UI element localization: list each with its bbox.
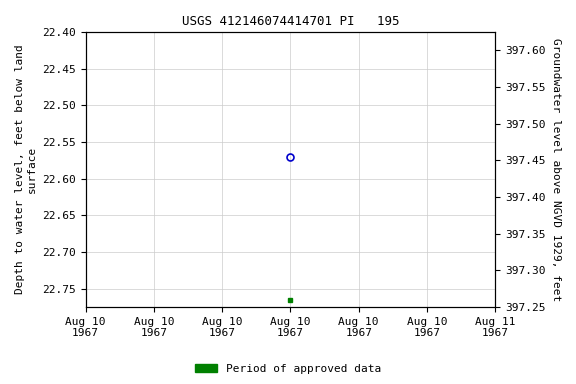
Legend: Period of approved data: Period of approved data — [191, 359, 385, 379]
Title: USGS 412146074414701 PI   195: USGS 412146074414701 PI 195 — [181, 15, 399, 28]
Y-axis label: Depth to water level, feet below land
surface: Depth to water level, feet below land su… — [15, 45, 37, 294]
Y-axis label: Groundwater level above NGVD 1929, feet: Groundwater level above NGVD 1929, feet — [551, 38, 561, 301]
